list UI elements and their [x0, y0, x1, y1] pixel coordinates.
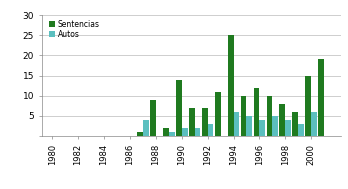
Bar	[306, 76, 311, 136]
Bar	[137, 132, 143, 136]
Bar	[163, 128, 169, 136]
Bar	[246, 116, 252, 136]
Bar	[143, 120, 149, 136]
Bar	[267, 96, 272, 136]
Bar	[215, 92, 221, 136]
Bar	[272, 116, 278, 136]
Bar	[240, 96, 246, 136]
Bar	[234, 112, 239, 136]
Bar	[189, 108, 195, 136]
Bar	[292, 112, 298, 136]
Legend: Sentencias, Autos: Sentencias, Autos	[49, 19, 101, 40]
Bar	[176, 80, 182, 136]
Bar	[259, 120, 265, 136]
Bar	[254, 88, 259, 136]
Bar	[208, 124, 213, 136]
Bar	[202, 108, 208, 136]
Bar	[195, 128, 200, 136]
Bar	[150, 100, 156, 136]
Bar	[285, 120, 291, 136]
Bar	[311, 112, 317, 136]
Bar	[279, 104, 285, 136]
Bar	[169, 132, 175, 136]
Bar	[318, 60, 324, 136]
Bar	[298, 124, 304, 136]
Bar	[182, 128, 188, 136]
Bar	[228, 35, 234, 136]
